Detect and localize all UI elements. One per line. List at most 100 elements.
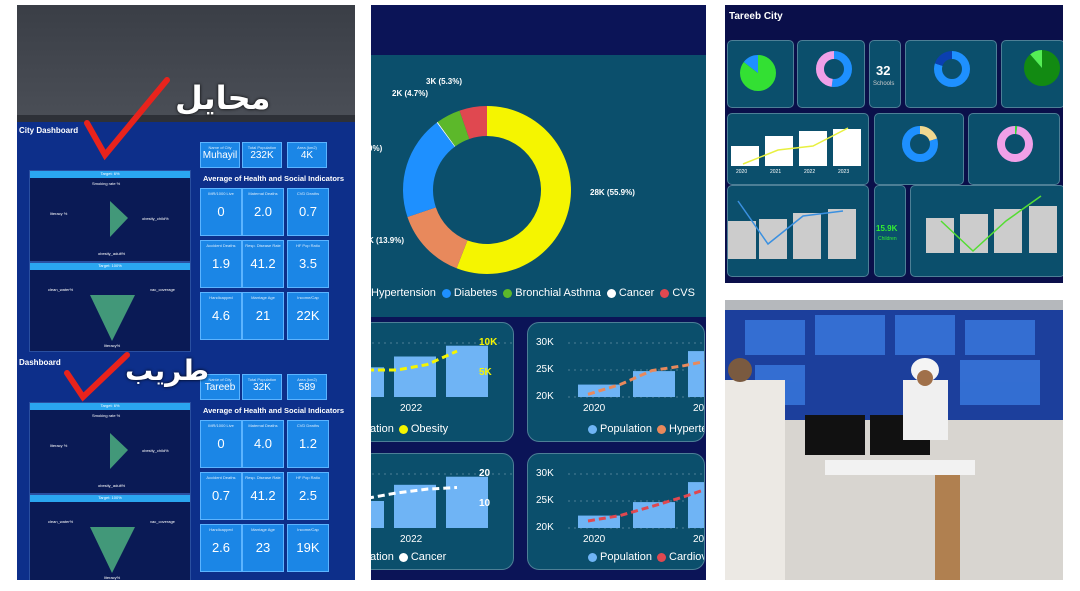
indicator-tile: Marriage Age 23 [242, 524, 284, 572]
line-series [587, 360, 704, 396]
legend-label: Population [600, 551, 652, 563]
legend-item: Bronchial Asthma [503, 287, 601, 299]
legend-label: Cancer [618, 287, 655, 299]
control-room-scene [725, 300, 1063, 580]
radar-axis-label: clean_water% [48, 287, 74, 292]
bar [371, 501, 384, 528]
x-tick-label: 2022 [400, 403, 423, 414]
chart-legend: ation Obesity [371, 423, 448, 435]
line-series [940, 195, 1042, 253]
slice-data-label: 28K (55.9%) [590, 188, 635, 197]
combo-chart [568, 342, 704, 398]
bar [688, 351, 704, 397]
indicator-tile: HF Pop Ratio 2.5 [287, 472, 329, 520]
x-tick-label: 2021 [770, 169, 782, 175]
legend-dot [441, 288, 451, 298]
tile-value: 232K [250, 150, 274, 161]
legend-label: CVS [672, 287, 695, 299]
donut-segment [740, 55, 776, 91]
legend-dot [657, 424, 666, 434]
bar-line-chart [731, 127, 861, 166]
tile-label: CVD Deaths [296, 423, 320, 428]
x-tick-label: 2022 [693, 534, 705, 545]
y-tick-label: 20K [536, 391, 554, 402]
legend-dot [503, 288, 513, 298]
donut-segment [902, 126, 938, 162]
tile-label: Marriage Age [251, 295, 275, 300]
radar-axis-label: vac_coverage [150, 287, 175, 292]
tile-label: Name of City [208, 377, 232, 382]
bar [828, 209, 856, 259]
radar-axis-label: literacy% [104, 343, 121, 348]
legend-item: ation [371, 551, 394, 563]
bar [446, 476, 488, 528]
indicators-heading: Average of Health and Social Indicators [203, 174, 345, 183]
tile-value: 21 [255, 308, 271, 323]
legend-label: Population [600, 423, 652, 435]
radar-polygon [90, 527, 135, 573]
radar-axis-label: Smoking rate % [92, 181, 121, 186]
y-tick-label: 30K [536, 337, 554, 348]
bar [960, 214, 988, 253]
radar-axis-label: literacy % [50, 211, 68, 216]
city-dashboard: City Dashboard Target: 6% Smoking rate % li… [17, 122, 355, 354]
bar [765, 136, 793, 166]
donut-segment [997, 126, 1033, 162]
indicator-tile: Accident Deaths 1.9 [200, 240, 242, 288]
x-tick-label: 2020 [583, 403, 606, 414]
radar-shape [90, 527, 135, 573]
legend-label: Bronchial Asthma [515, 287, 601, 299]
slice-data-label: K (13.9%) [371, 236, 405, 245]
indicator-tile: Resp. Disease Rate 41.2 [242, 472, 284, 520]
bar [578, 515, 620, 528]
radar-chart-panel: Target: 6% Smoking rate % literacy % obesit… [29, 170, 191, 262]
tile-value: 1.2 [298, 436, 318, 451]
legend-dot [588, 424, 597, 434]
bar-line-card: 2020 2021 2022 2023 [727, 113, 869, 185]
tile-value: 2.0 [253, 204, 273, 219]
tile-value: 2.6 [211, 540, 231, 555]
slice-data-label: 3K (5.3%) [426, 77, 463, 86]
donut-chart [816, 51, 852, 87]
line-series [371, 349, 458, 372]
indicator-tile: Maternal Deaths 4.0 [242, 420, 284, 468]
legend-item: Population [588, 423, 652, 435]
radar-axis-label: literacy% [104, 575, 121, 580]
bar-line-card [910, 185, 1063, 277]
muhayil-tareeb-dashboard-photo: City Dashboard Target: 6% Smoking rate % li… [17, 5, 355, 580]
wall [17, 5, 355, 115]
radar-shape [110, 433, 128, 469]
donut-chart [934, 51, 970, 87]
radar-chart-panel: Target: 100% clean_water% vac_coverage lite… [29, 494, 191, 580]
radar-shape [90, 295, 135, 341]
tile-label: Marriage Age [251, 527, 275, 532]
radar-axis-label: obesity_adult% [98, 251, 126, 256]
donut-chart [403, 106, 571, 274]
indicator-tile: IMR/1000 Live 0 [200, 420, 242, 468]
line-series [587, 488, 704, 523]
combo-chart [371, 342, 513, 397]
info-tile-name-of-city: Name of City Muhayil [200, 142, 240, 168]
right-axis-tick: 10 [479, 498, 491, 509]
bar-line-chart [926, 195, 1057, 253]
info-tile-total-population: Total Population 232K [242, 142, 282, 168]
legend-label: Hypertensi [669, 423, 704, 435]
line-series [371, 486, 458, 500]
tile-value: 0.7 [211, 488, 231, 503]
dashboard-title: Dashboard [19, 358, 61, 367]
tile-label: Handicapped [209, 295, 233, 300]
legend-dot [588, 552, 597, 562]
tile-value: 22K [296, 308, 320, 323]
radar-chart-panel: Target: 100% clean_water% vac_coverage lite… [29, 262, 191, 352]
tile-label: CVD Deaths [296, 191, 320, 196]
chart-legend: Population Hypertensi [588, 423, 704, 435]
x-tick-label: 2022 [804, 169, 816, 175]
radar-axis-label: obesity_adult% [98, 483, 126, 488]
legend-label: ation [371, 551, 394, 563]
legend-item: ation [371, 423, 394, 435]
right-axis-tick: 5K [479, 367, 492, 378]
y-tick-label: 30K [536, 468, 554, 479]
health-charts-dashboard: 28K (55.9%) K (13.9%) 0%) 2K (4.7%) 3K (5.3%… [371, 5, 706, 580]
tareeb-city-dashboard: Tareeb City 32 Schools 2020 2021 2022 2023 15.… [725, 5, 1063, 283]
tile-value: 2.5 [298, 488, 318, 503]
